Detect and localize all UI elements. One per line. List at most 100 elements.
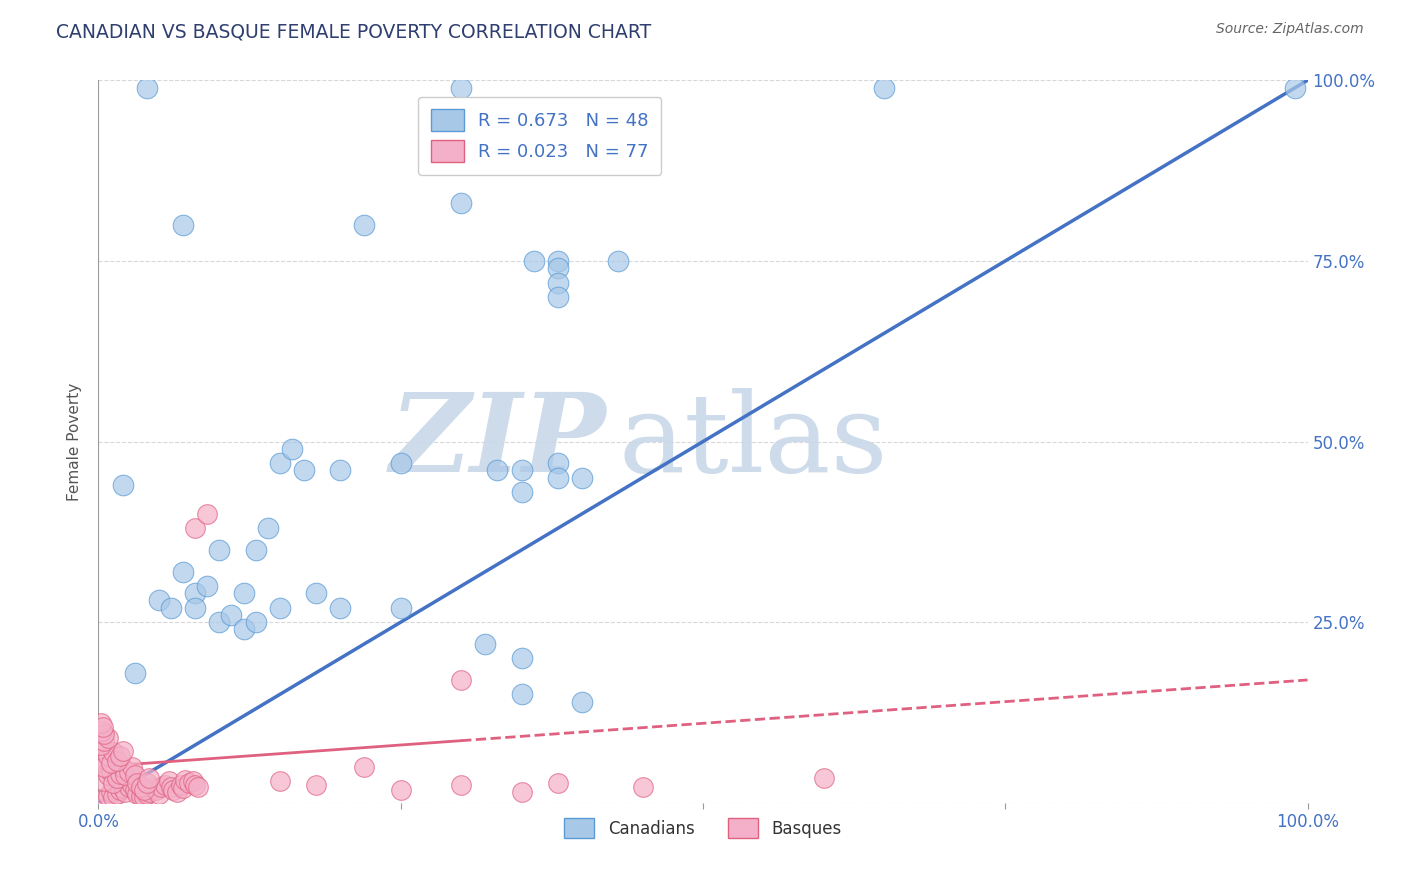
Point (510, 687, 533, 701)
Point (138, 771, 160, 785)
Point (547, 456, 569, 470)
Point (134, 782, 156, 797)
Point (174, 772, 197, 787)
Point (111, 744, 134, 758)
Point (105, 771, 128, 785)
Point (184, 586, 207, 600)
Point (631, 780, 654, 794)
Point (547, 276, 569, 290)
Point (121, 778, 143, 792)
Point (121, 760, 143, 774)
Point (91, 723, 114, 738)
Point (100, 756, 122, 770)
Point (145, 782, 167, 797)
Point (172, 218, 194, 232)
Point (169, 778, 191, 792)
Point (91, 720, 114, 734)
Point (111, 478, 134, 492)
Point (129, 789, 152, 803)
Point (305, 778, 328, 792)
Point (129, 780, 152, 794)
Point (208, 542, 231, 557)
Point (245, 615, 267, 630)
Point (124, 782, 146, 797)
Point (353, 760, 375, 774)
Point (90, 738, 112, 752)
Point (162, 782, 184, 797)
Point (389, 456, 412, 470)
Point (111, 781, 134, 796)
Point (100, 785, 122, 799)
Point (813, 771, 835, 785)
Point (90, 716, 112, 731)
Point (547, 253, 569, 268)
Point (607, 253, 630, 268)
Point (101, 745, 124, 759)
Point (232, 623, 254, 637)
Point (111, 761, 134, 775)
Point (389, 600, 412, 615)
Point (134, 790, 156, 805)
Point (181, 774, 204, 789)
Point (97, 748, 120, 763)
Point (547, 470, 569, 484)
Point (105, 787, 128, 801)
Point (118, 765, 141, 780)
Point (450, 673, 472, 687)
Point (93, 792, 115, 806)
Point (389, 782, 412, 797)
Point (108, 782, 131, 797)
Point (108, 767, 131, 781)
Point (269, 456, 291, 470)
Point (1284, 80, 1306, 95)
Point (100, 765, 122, 780)
Point (160, 780, 183, 794)
Point (245, 542, 267, 557)
Point (329, 463, 352, 477)
Point (329, 600, 352, 615)
Point (187, 780, 209, 794)
Point (179, 775, 201, 789)
Point (281, 442, 304, 456)
Point (97, 789, 120, 803)
Point (510, 463, 533, 477)
Point (101, 775, 124, 789)
Point (135, 80, 157, 95)
Point (184, 600, 207, 615)
Point (269, 600, 291, 615)
Point (184, 778, 207, 792)
Point (221, 607, 243, 622)
Point (166, 785, 188, 799)
Point (153, 778, 176, 792)
Text: atlas: atlas (619, 388, 889, 495)
Point (547, 775, 569, 789)
Point (195, 507, 218, 521)
Point (353, 218, 375, 232)
Point (160, 600, 183, 615)
Point (172, 781, 194, 796)
Point (486, 463, 509, 477)
Point (208, 615, 231, 630)
Legend: Canadians, Basques: Canadians, Basques (558, 812, 848, 845)
Point (124, 665, 146, 680)
Point (108, 748, 131, 763)
Text: Source: ZipAtlas.com: Source: ZipAtlas.com (1216, 22, 1364, 37)
Point (127, 775, 149, 789)
Point (510, 485, 533, 500)
Point (510, 785, 533, 799)
Point (450, 778, 472, 792)
Point (93, 760, 115, 774)
Y-axis label: Female Poverty: Female Poverty (67, 383, 83, 500)
Point (269, 774, 291, 789)
Point (256, 521, 278, 535)
Point (292, 463, 315, 477)
Point (105, 754, 128, 768)
Point (90, 752, 112, 766)
Point (138, 785, 160, 799)
Point (127, 787, 149, 801)
Point (523, 253, 546, 268)
Point (93, 774, 115, 789)
Point (148, 593, 170, 607)
Point (150, 780, 173, 794)
Point (474, 637, 496, 651)
